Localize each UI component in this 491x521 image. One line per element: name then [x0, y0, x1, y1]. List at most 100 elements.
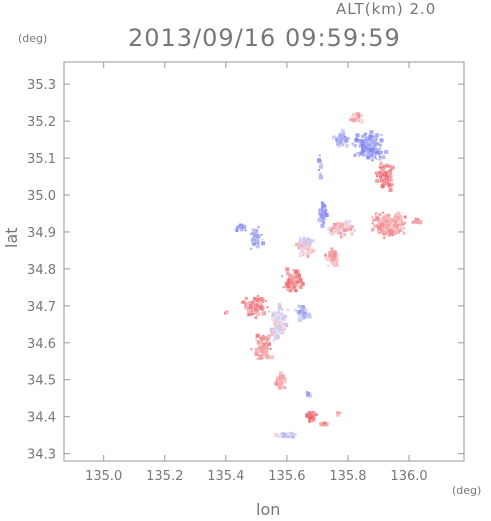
- data-point: [274, 327, 278, 331]
- data-point: [252, 303, 255, 305]
- data-point: [388, 217, 393, 222]
- x-unit-label: (deg): [452, 484, 482, 497]
- data-point: [332, 261, 337, 266]
- data-point: [250, 233, 253, 236]
- data-point: [341, 227, 344, 230]
- data-point: [383, 179, 388, 184]
- data-point: [235, 228, 239, 232]
- data-point: [395, 223, 398, 226]
- data-point: [383, 171, 388, 175]
- data-point: [275, 330, 280, 335]
- data-point: [281, 308, 284, 311]
- data-point: [274, 381, 279, 386]
- data-point: [250, 307, 253, 310]
- data-point: [371, 159, 373, 162]
- data-point: [310, 418, 314, 423]
- data-point: [403, 227, 406, 229]
- y-tick-label: 34.4: [27, 411, 56, 426]
- data-point: [317, 218, 322, 222]
- data-point: [263, 311, 265, 314]
- data-point: [270, 332, 275, 337]
- data-point: [323, 421, 327, 425]
- data-point: [254, 352, 259, 357]
- data-point: [287, 278, 292, 283]
- data-point: [359, 118, 364, 123]
- data-point: [273, 335, 278, 340]
- data-point: [372, 218, 376, 222]
- data-point: [398, 227, 403, 232]
- data-point: [390, 183, 394, 187]
- data-point: [354, 118, 357, 121]
- data-point: [387, 213, 391, 217]
- data-point: [386, 224, 391, 229]
- data-point: [320, 201, 324, 205]
- data-point: [268, 310, 271, 313]
- data-point: [279, 379, 283, 383]
- data-point: [252, 309, 255, 312]
- data-point: [300, 244, 304, 248]
- data-point: [281, 324, 286, 329]
- data-point: [355, 133, 360, 138]
- data-point: [378, 225, 382, 230]
- data-point: [403, 215, 407, 219]
- data-point: [390, 228, 394, 233]
- data-point: [298, 278, 303, 282]
- data-point: [380, 184, 385, 189]
- data-point: [398, 225, 403, 229]
- data-point: [372, 150, 376, 154]
- data-point: [317, 158, 321, 163]
- x-tick-label: 135.6: [268, 469, 305, 484]
- data-point: [272, 339, 275, 342]
- data-point: [282, 433, 287, 438]
- data-point: [261, 241, 266, 246]
- data-point: [280, 323, 283, 326]
- data-point: [264, 340, 269, 345]
- data-point: [329, 231, 332, 234]
- data-point: [390, 165, 395, 170]
- data-point: [384, 229, 387, 232]
- data-point: [280, 330, 283, 333]
- data-point: [381, 155, 386, 160]
- data-point: [318, 164, 323, 169]
- datetime-title: 2013/09/16 09:59:59: [128, 24, 401, 52]
- data-point: [402, 223, 404, 226]
- data-point: [282, 328, 285, 331]
- data-point: [379, 155, 382, 158]
- data-point: [277, 375, 280, 379]
- data-point: [375, 213, 378, 216]
- data-point: [285, 267, 290, 272]
- data-point: [393, 231, 397, 235]
- data-point: [396, 227, 399, 230]
- data-point: [307, 251, 311, 255]
- data-point: [344, 222, 349, 227]
- data-point: [327, 226, 332, 231]
- data-point: [236, 225, 240, 229]
- data-point: [253, 312, 255, 315]
- data-point: [366, 142, 370, 146]
- data-point: [244, 229, 247, 232]
- data-point: [337, 143, 341, 148]
- data-point: [371, 219, 374, 222]
- data-point: [331, 250, 336, 255]
- data-point: [254, 229, 259, 233]
- data-point: [298, 310, 302, 313]
- data-point: [247, 312, 251, 316]
- data-point: [339, 236, 342, 238]
- axis-ticks: 135.0 135.2 135.4 135.6 135.8 136.0 34.3 34.4 34…: [27, 62, 464, 484]
- data-point: [378, 154, 381, 157]
- data-point: [254, 311, 258, 315]
- data-point: [282, 379, 287, 384]
- data-point: [387, 183, 392, 188]
- data-point: [288, 273, 291, 276]
- data-point: [274, 321, 279, 326]
- data-point: [278, 324, 281, 327]
- data-point: [277, 434, 282, 439]
- data-point: [380, 161, 383, 164]
- data-point: [370, 139, 373, 142]
- data-point: [339, 136, 344, 141]
- data-point: [250, 348, 253, 351]
- data-point: [350, 232, 354, 236]
- data-point: [278, 318, 281, 321]
- data-point: [274, 315, 278, 319]
- data-point: [372, 135, 375, 138]
